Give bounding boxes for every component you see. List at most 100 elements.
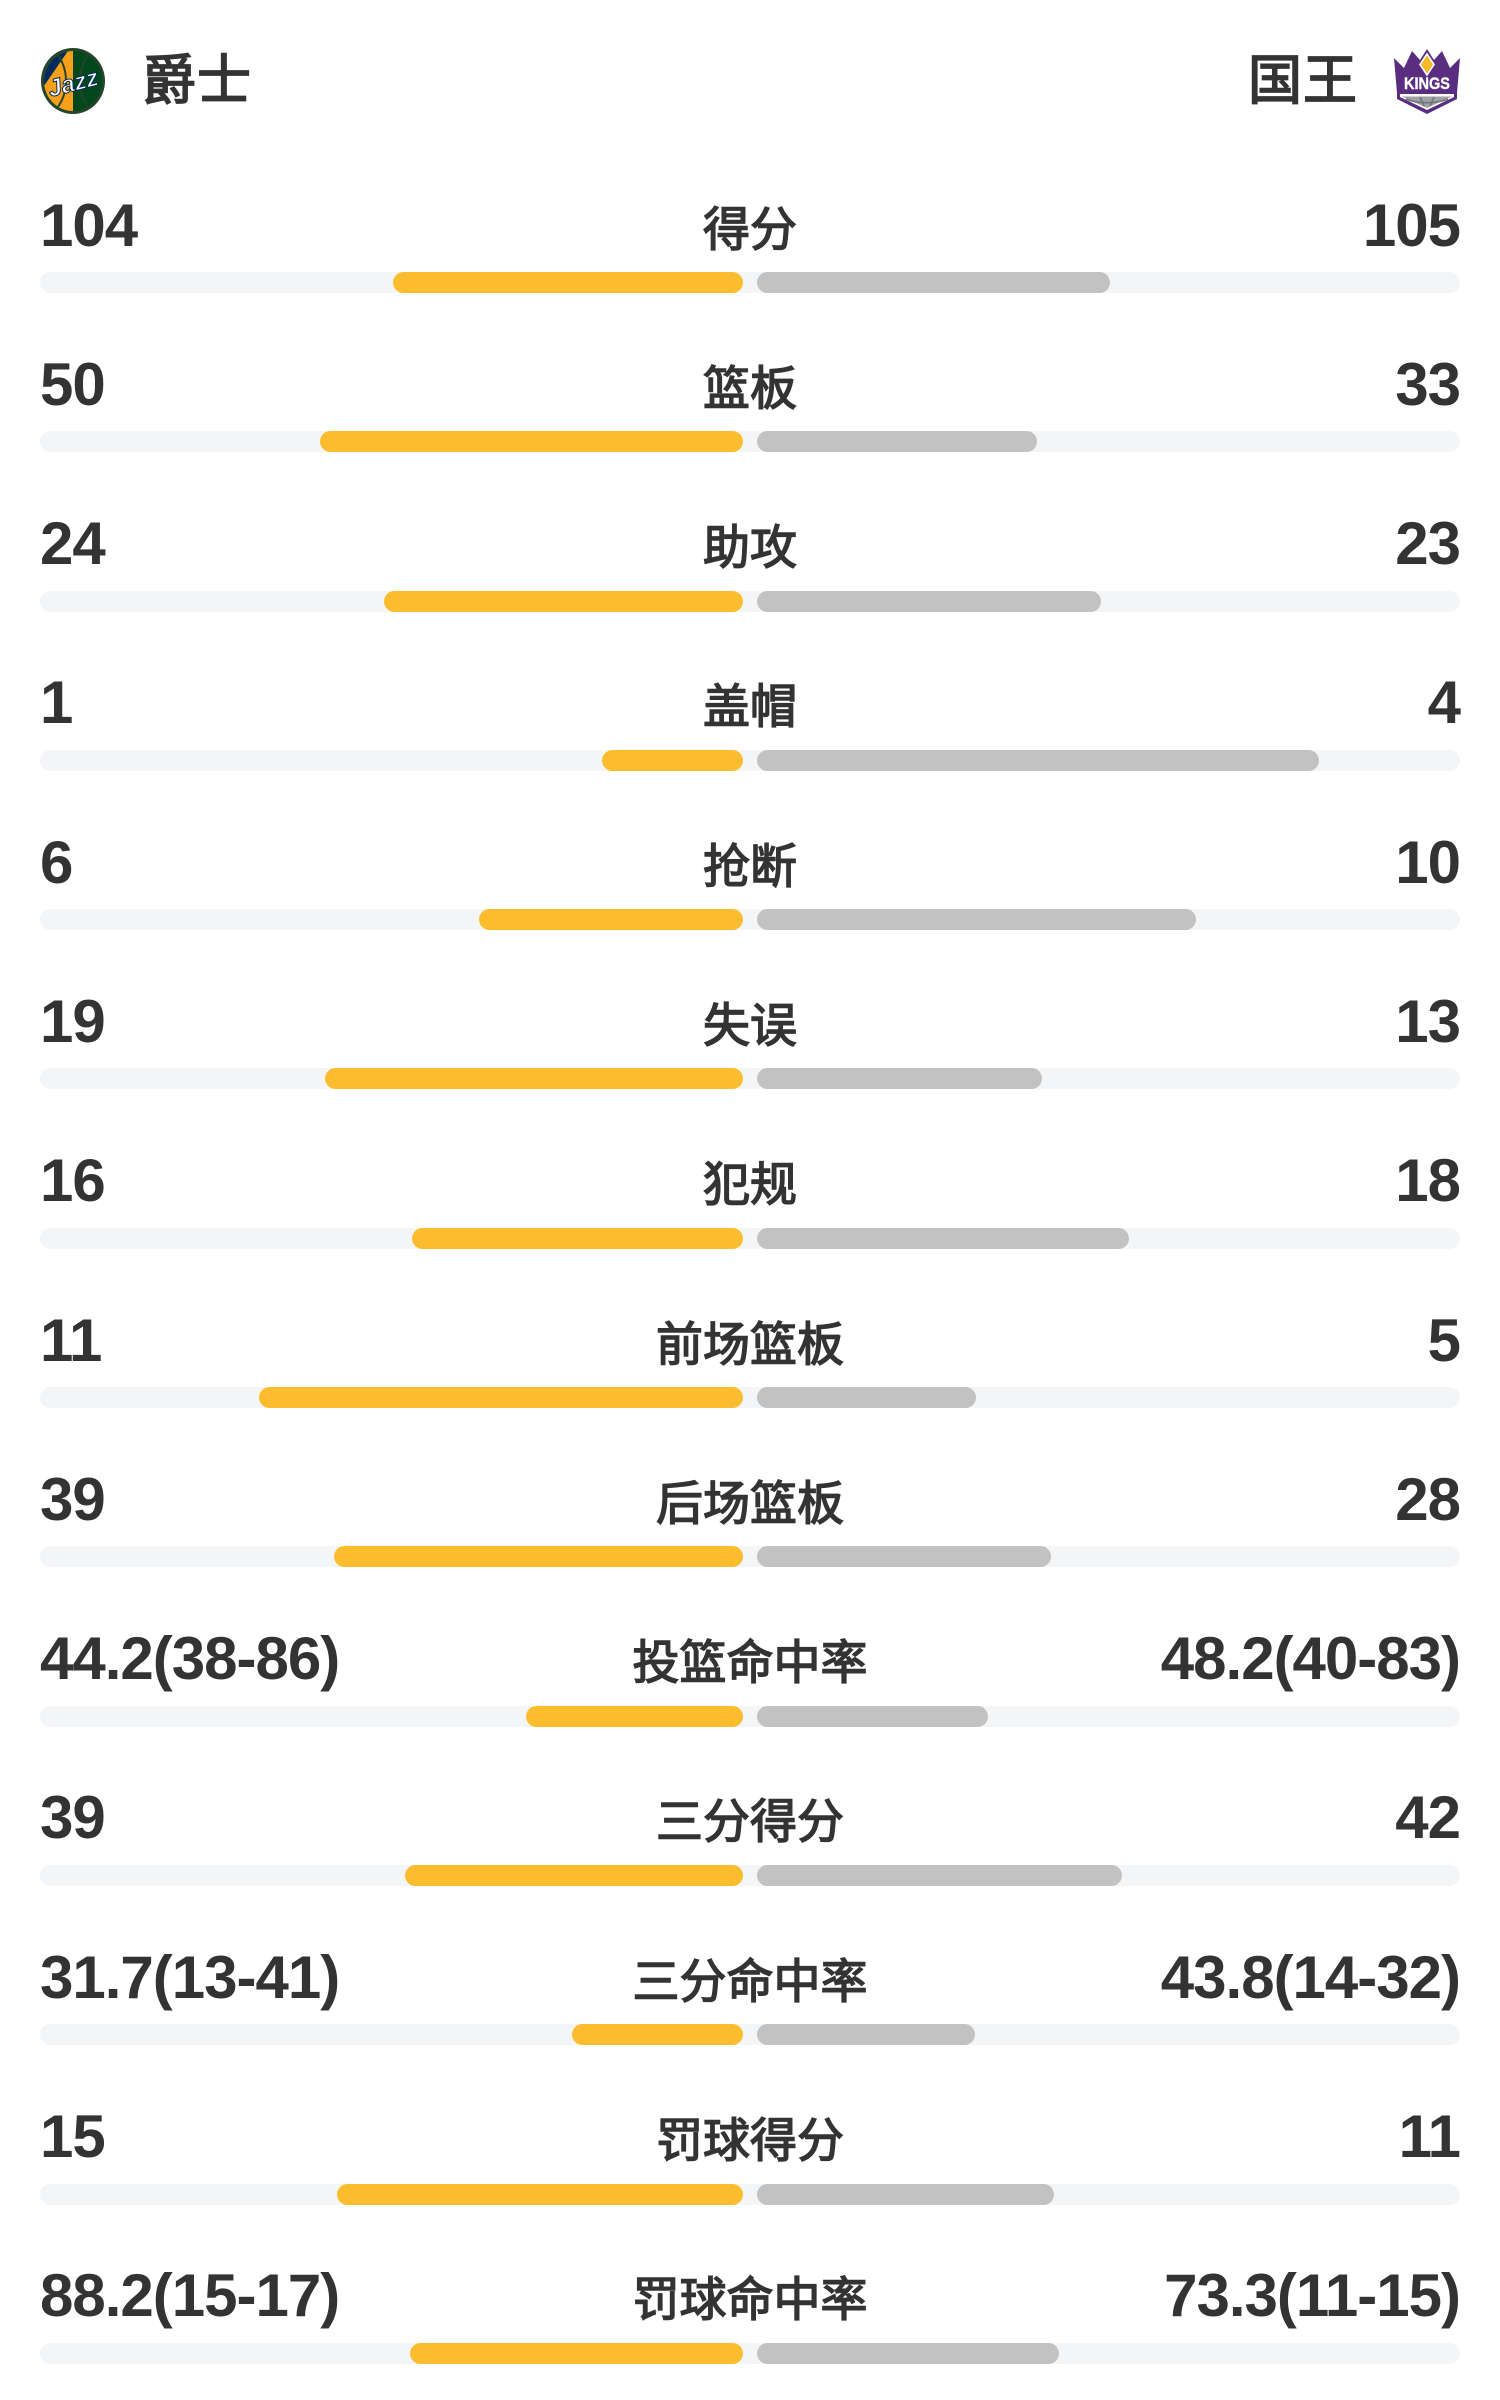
stat-label: 三分得分 bbox=[656, 1795, 844, 1849]
home-team-header: Jazz 爵士 bbox=[36, 48, 252, 114]
home-value: 104 bbox=[40, 191, 138, 259]
stat-row: 44.2(38-86) 投篮命中率 48.2(40-83) bbox=[40, 1615, 1461, 1774]
away-value: 33 bbox=[1395, 350, 1461, 418]
away-bar bbox=[757, 431, 1037, 453]
home-bar bbox=[404, 1864, 743, 1886]
stat-label: 犯规 bbox=[703, 1158, 797, 1212]
home-value: 15 bbox=[40, 2103, 106, 2171]
stat-line: 19 失误 13 bbox=[40, 977, 1461, 1065]
stat-row: 15 罚球得分 11 bbox=[40, 2093, 1461, 2252]
stat-bar-track bbox=[40, 2342, 1460, 2364]
home-value: 19 bbox=[40, 987, 106, 1055]
away-value: 4 bbox=[1427, 669, 1461, 737]
away-value: 18 bbox=[1395, 1147, 1461, 1215]
home-bar bbox=[409, 2342, 743, 2364]
stat-line: 31.7(13-41) 三分命中率 43.8(14-32) bbox=[40, 1933, 1461, 2021]
stat-bar-track bbox=[40, 2024, 1460, 2046]
away-bar bbox=[757, 1227, 1129, 1249]
stat-label: 后场篮板 bbox=[656, 1476, 844, 1530]
away-bar bbox=[757, 1546, 1051, 1568]
stat-line: 15 罚球得分 11 bbox=[40, 2093, 1461, 2181]
stat-bar-track bbox=[40, 1387, 1460, 1409]
stat-bar-track bbox=[40, 1705, 1460, 1727]
stat-row: 6 抢断 10 bbox=[40, 818, 1461, 977]
stat-row: 88.2(15-17) 罚球命中率 73.3(11-15) bbox=[40, 2252, 1461, 2400]
stat-line: 6 抢断 10 bbox=[40, 818, 1461, 906]
stat-row: 39 后场篮板 28 bbox=[40, 1455, 1461, 1614]
home-bar bbox=[479, 909, 743, 931]
home-value: 39 bbox=[40, 1465, 106, 1533]
home-value: 31.7(13-41) bbox=[40, 1943, 340, 2011]
stat-bar-track bbox=[40, 1068, 1460, 1090]
stat-bar-track bbox=[40, 749, 1460, 771]
away-value: 105 bbox=[1362, 191, 1461, 259]
home-value: 1 bbox=[40, 669, 73, 737]
stat-bar-track bbox=[40, 1546, 1460, 1568]
away-bar bbox=[757, 1387, 977, 1409]
away-value: 5 bbox=[1427, 1306, 1461, 1374]
stat-row: 19 失误 13 bbox=[40, 977, 1461, 1136]
svg-text:KINGS: KINGS bbox=[1404, 74, 1450, 93]
away-value: 48.2(40-83) bbox=[1160, 1625, 1461, 1693]
stat-line: 44.2(38-86) 投篮命中率 48.2(40-83) bbox=[40, 1615, 1461, 1703]
away-bar bbox=[757, 1705, 989, 1727]
stat-row: 24 助攻 23 bbox=[40, 500, 1461, 659]
stat-row: 1 盖帽 4 bbox=[40, 659, 1461, 818]
stat-line: 39 后场篮板 28 bbox=[40, 1455, 1461, 1543]
stat-label: 失误 bbox=[703, 998, 797, 1052]
away-bar bbox=[757, 2342, 1060, 2364]
away-bar bbox=[757, 272, 1110, 293]
away-value: 13 bbox=[1395, 987, 1461, 1055]
stat-row: 16 犯规 18 bbox=[40, 1137, 1461, 1296]
away-value: 10 bbox=[1395, 828, 1461, 896]
stat-row: 50 篮板 33 bbox=[40, 340, 1461, 499]
home-bar bbox=[602, 749, 743, 771]
header: Jazz 爵士 国王 KINGS bbox=[0, 0, 1500, 181]
home-bar bbox=[325, 1068, 743, 1090]
stat-row: 39 三分得分 42 bbox=[40, 1774, 1461, 1933]
away-value: 42 bbox=[1395, 1784, 1461, 1852]
away-value: 28 bbox=[1395, 1465, 1461, 1533]
away-bar bbox=[757, 1068, 1043, 1090]
stat-bar-track bbox=[40, 1227, 1460, 1249]
stat-line: 104 得分 105 bbox=[40, 181, 1461, 269]
home-bar bbox=[259, 1387, 743, 1409]
stat-label: 抢断 bbox=[703, 839, 797, 893]
home-value: 6 bbox=[40, 828, 73, 896]
stat-label: 投篮命中率 bbox=[632, 1636, 868, 1690]
stat-label: 得分 bbox=[703, 202, 797, 256]
stat-line: 88.2(15-17) 罚球命中率 73.3(11-15) bbox=[40, 2252, 1461, 2340]
home-bar bbox=[411, 1227, 743, 1249]
away-bar bbox=[757, 909, 1197, 931]
home-value: 24 bbox=[40, 510, 106, 578]
utah-jazz-logo-icon: Jazz bbox=[36, 48, 110, 114]
stat-row: 11 前场篮板 5 bbox=[40, 1296, 1461, 1455]
away-team-header: 国王 KINGS bbox=[1248, 48, 1464, 114]
stat-line: 1 盖帽 4 bbox=[40, 659, 1461, 747]
home-value: 50 bbox=[40, 350, 106, 418]
stats-list: 104 得分 105 50 篮板 33 24 助攻 bbox=[0, 181, 1500, 2400]
home-bar bbox=[392, 272, 743, 293]
stat-label: 篮板 bbox=[703, 361, 797, 415]
home-bar bbox=[333, 1546, 743, 1568]
stat-row: 104 得分 105 bbox=[40, 181, 1461, 340]
home-value: 44.2(38-86) bbox=[40, 1625, 340, 1693]
away-bar bbox=[757, 590, 1101, 612]
stat-bar-track bbox=[40, 2183, 1460, 2205]
stat-label: 盖帽 bbox=[703, 680, 797, 734]
stat-label: 罚球命中率 bbox=[632, 2273, 868, 2327]
sacramento-kings-logo-icon: KINGS bbox=[1390, 48, 1464, 114]
home-team-name: 爵士 bbox=[142, 51, 252, 111]
home-bar bbox=[337, 2183, 743, 2205]
away-team-name: 国王 bbox=[1248, 51, 1358, 111]
away-value: 11 bbox=[1398, 2103, 1461, 2171]
away-bar bbox=[757, 749, 1320, 771]
stat-bar-track bbox=[40, 431, 1460, 453]
away-bar bbox=[757, 1864, 1122, 1886]
stat-label: 罚球得分 bbox=[656, 2114, 844, 2168]
stat-line: 16 犯规 18 bbox=[40, 1137, 1461, 1225]
home-value: 88.2(15-17) bbox=[40, 2262, 340, 2330]
stat-row: 31.7(13-41) 三分命中率 43.8(14-32) bbox=[40, 1933, 1461, 2092]
stat-bar-track bbox=[40, 590, 1460, 612]
